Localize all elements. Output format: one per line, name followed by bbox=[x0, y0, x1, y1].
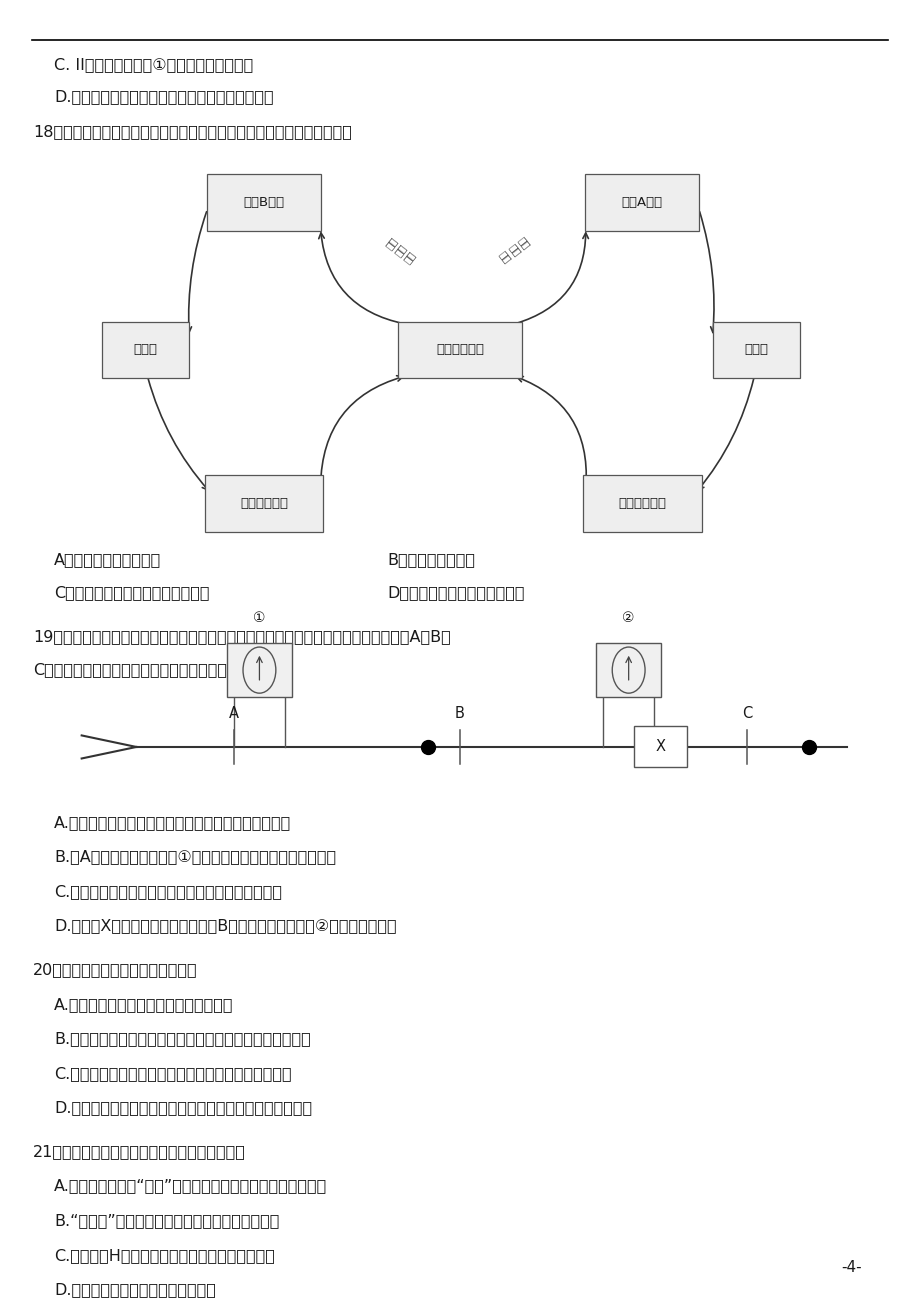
Text: A．激素甲是胰高血糖素: A．激素甲是胰高血糖素 bbox=[54, 552, 162, 568]
Text: C为可供选择的刺激位点。下列有关分析错误的是: C为可供选择的刺激位点。下列有关分析错误的是 bbox=[33, 663, 246, 677]
Text: B.“植物人”脑干、脊髓的中枢仍然能发挥调控作用: B.“植物人”脑干、脊髓的中枢仍然能发挥调控作用 bbox=[54, 1213, 279, 1228]
Text: C. II内的葡萄糖通过①直接被细胞吸收利用: C. II内的葡萄糖通过①直接被细胞吸收利用 bbox=[54, 57, 254, 72]
Text: X: X bbox=[655, 740, 664, 754]
Text: 20．下列有关反射弧的叙述错误的是: 20．下列有关反射弧的叙述错误的是 bbox=[33, 962, 198, 976]
Text: 血糖水平下降: 血糖水平下降 bbox=[240, 497, 288, 510]
Text: B: B bbox=[455, 707, 464, 721]
Text: C．激素甲能促进葡萄糖的氧化分解: C．激素甲能促进葡萄糖的氧化分解 bbox=[54, 586, 210, 600]
Text: 19．如图表示通过突触相连接的神经元，电流计的电极均连接在神经纤维膜的外表面，A，B，: 19．如图表示通过突触相连接的神经元，电流计的电极均连接在神经纤维膜的外表面，A… bbox=[33, 629, 450, 644]
Text: 21．下列关于各级神经中枢功能的叙述错误的是: 21．下列关于各级神经中枢功能的叙述错误的是 bbox=[33, 1144, 246, 1159]
FancyBboxPatch shape bbox=[397, 322, 522, 378]
Bar bbox=[226, 643, 292, 697]
FancyBboxPatch shape bbox=[584, 174, 698, 230]
Text: 正常血糖水平: 正常血糖水平 bbox=[436, 344, 483, 357]
Text: 血糖水平上升: 血糖水平上升 bbox=[618, 497, 665, 510]
Text: C.大脑皮层H区发生障碍的患者不能听懂别人谈话: C.大脑皮层H区发生障碍的患者不能听懂别人谈话 bbox=[54, 1247, 275, 1263]
Text: C.传入神经元可与不同的中间神经元和传出神经元相连: C.传入神经元可与不同的中间神经元和传出神经元相连 bbox=[54, 1066, 291, 1081]
Text: A.参与膝跳反射的神经元胞体均位于脊髓: A.参与膝跳反射的神经元胞体均位于脊髓 bbox=[54, 997, 233, 1012]
Text: 胰岛B细胞: 胰岛B细胞 bbox=[244, 197, 284, 210]
Text: ①: ① bbox=[253, 612, 266, 625]
Text: -4-: -4- bbox=[841, 1259, 861, 1275]
Text: D.内环境稳态是机体进行正常生命活动的必要条件: D.内环境稳态是机体进行正常生命活动的必要条件 bbox=[54, 89, 274, 104]
Bar bbox=[596, 643, 661, 697]
Text: B.抑制性中间神经元受刺兴奋可使相应的突触后膜电位改变: B.抑制性中间神经元受刺兴奋可使相应的突触后膜电位改变 bbox=[54, 1031, 311, 1047]
Text: 18．下图是某同学在模拟活动中建立的血糖调节模型，相关叙述正确的是: 18．下图是某同学在模拟活动中建立的血糖调节模型，相关叙述正确的是 bbox=[33, 125, 352, 139]
Text: D．激素乙能抑制肝糖原的分解: D．激素乙能抑制肝糖原的分解 bbox=[387, 586, 524, 600]
Text: B.当A点受刺激时，电流计①的指针将发生两次方向相反的偏转: B.当A点受刺激时，电流计①的指针将发生两次方向相反的偏转 bbox=[54, 849, 336, 865]
Text: ②: ② bbox=[622, 612, 634, 625]
Text: B．激素乙是胰岛素: B．激素乙是胰岛素 bbox=[387, 552, 474, 568]
Text: C.未受到刺激时，神经细胞的细胞膜内外无离子进出: C.未受到刺激时，神经细胞的细胞膜内外无离子进出 bbox=[54, 884, 282, 898]
Bar bbox=[633, 727, 686, 767]
FancyBboxPatch shape bbox=[204, 475, 323, 531]
Text: 激素甲: 激素甲 bbox=[133, 344, 157, 357]
Text: 激素乙: 激素乙 bbox=[743, 344, 767, 357]
Text: D.一个完整的反射弧可有两个、三个或者多个神经元的参与: D.一个完整的反射弧可有两个、三个或者多个神经元的参与 bbox=[54, 1100, 312, 1116]
Text: 胰岛A细胞: 胰岛A细胞 bbox=[621, 197, 663, 210]
Text: D.要判断X处有无突触，应选择刺激B点，然后观察电流计②指针偏转的次数: D.要判断X处有无突触，应选择刺激B点，然后观察电流计②指针偏转的次数 bbox=[54, 919, 396, 934]
Text: A.该实验能证明兴奋在离体神经纤维上的传导是双向的: A.该实验能证明兴奋在离体神经纤维上的传导是双向的 bbox=[54, 815, 291, 829]
FancyBboxPatch shape bbox=[583, 475, 701, 531]
Text: 血糖
浓度
降低: 血糖 浓度 降低 bbox=[497, 234, 531, 266]
Text: C: C bbox=[742, 707, 752, 721]
Text: A: A bbox=[229, 707, 239, 721]
Text: A.一般成年人可以“毹尿”，这说明高级中枢可以控制低级中枢: A.一般成年人可以“毹尿”，这说明高级中枢可以控制低级中枢 bbox=[54, 1178, 327, 1194]
FancyBboxPatch shape bbox=[711, 322, 800, 378]
Text: D.学习和记忆是人脑特有的高级功能: D.学习和记忆是人脑特有的高级功能 bbox=[54, 1282, 216, 1297]
FancyBboxPatch shape bbox=[207, 174, 321, 230]
Text: 血糖
浓度
升高: 血糖 浓度 升高 bbox=[383, 234, 417, 266]
FancyBboxPatch shape bbox=[102, 322, 189, 378]
